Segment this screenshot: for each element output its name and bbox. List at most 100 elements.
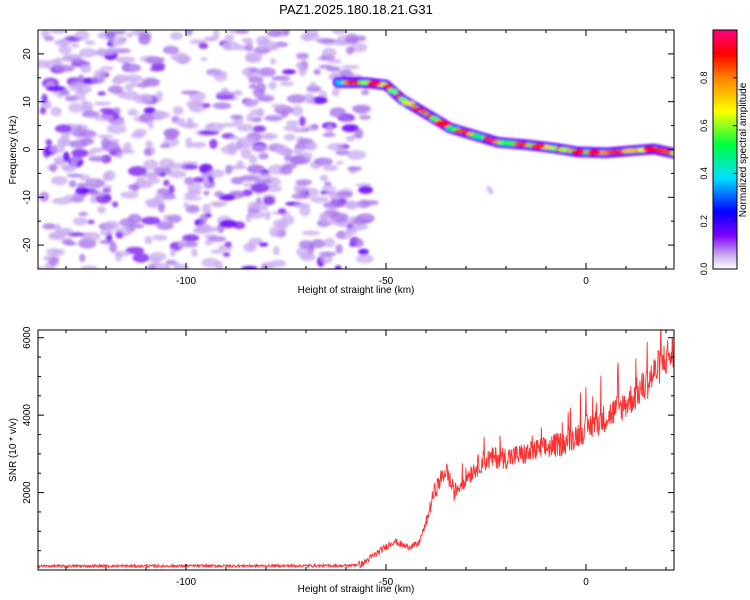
noise-blob [132, 253, 150, 263]
noise-blob [286, 120, 300, 126]
noise-blob [252, 125, 266, 133]
noise-blob [143, 107, 156, 114]
noise-blob [46, 85, 65, 92]
noise-blob [111, 30, 127, 35]
noise-blob [174, 263, 190, 269]
noise-blob [104, 170, 116, 181]
noise-blob [273, 219, 287, 228]
noise-blob [143, 148, 153, 157]
noise-blob [70, 58, 85, 64]
noise-blob [251, 144, 268, 153]
noise-blob [68, 180, 77, 188]
noise-blob [136, 82, 150, 88]
y-tick-label: -10 [22, 190, 33, 205]
noise-blob [66, 173, 83, 178]
noise-blob [235, 30, 250, 34]
noise-blob [79, 138, 94, 146]
noise-blob [62, 164, 77, 173]
noise-blob [84, 231, 101, 242]
noise-blob [296, 52, 309, 60]
noise-blob [270, 58, 276, 65]
noise-blob [187, 189, 201, 197]
spectrogram-plot-area [38, 30, 674, 269]
noise-blob [81, 110, 100, 118]
noise-blob [61, 227, 73, 236]
noise-blob [102, 194, 112, 201]
noise-blob [61, 238, 74, 246]
colorbar-tick-label: 0.4 [699, 167, 709, 180]
noise-blob [311, 96, 328, 105]
x-tick-label: 0 [583, 577, 589, 588]
noise-blob [282, 30, 290, 36]
noise-blob [254, 202, 269, 211]
noise-blob [202, 103, 211, 108]
noise-blob [224, 34, 235, 42]
noise-blob [248, 75, 264, 84]
noise-blob [329, 107, 346, 118]
noise-blob [42, 223, 57, 230]
noise-blob [108, 45, 117, 52]
noise-blob [251, 116, 262, 123]
x-tick-label: -50 [379, 276, 394, 287]
noise-blob [50, 106, 62, 117]
noise-blob [89, 195, 97, 204]
noise-blob [87, 219, 95, 225]
noise-blob [244, 44, 254, 52]
noise-blob [80, 63, 92, 74]
noise-blob [48, 257, 59, 266]
noise-blob [265, 134, 274, 139]
noise-blob [272, 246, 280, 256]
y-tick-label: 4000 [22, 404, 33, 427]
noise-blob [130, 223, 145, 229]
noise-blob [111, 201, 119, 208]
noise-blob [80, 265, 98, 269]
noise-blob [293, 183, 308, 194]
noise-blob [90, 75, 105, 84]
noise-blob [241, 67, 260, 77]
noise-blob [327, 143, 345, 151]
noise-blob [257, 172, 272, 181]
noise-blob [203, 190, 210, 196]
noise-blob [298, 240, 314, 249]
noise-blob [88, 155, 107, 162]
noise-blob [168, 184, 175, 194]
noise-blob [100, 66, 114, 71]
noise-blob [279, 81, 294, 87]
noise-blob [335, 150, 350, 156]
noise-blob [270, 103, 288, 109]
noise-blob [152, 234, 168, 241]
noise-blob [358, 248, 369, 256]
track-spot [429, 116, 440, 121]
noise-blob [124, 83, 134, 91]
noise-blob [193, 176, 205, 183]
colorbar: 0.0 0.2 0.4 0.6 0.8 Normalized spectral ampl… [699, 29, 749, 275]
snr-y-ticks: 2000 4000 6000 [22, 326, 674, 571]
noise-blob [245, 40, 253, 46]
noise-blob [230, 114, 244, 120]
signal-track [332, 77, 674, 159]
noise-blob [293, 147, 302, 155]
noise-blob [133, 128, 147, 136]
noise-blob [233, 89, 243, 96]
noise-blob [97, 134, 114, 139]
figure-title: PAZ1.2025.180.18.21.G31 [279, 2, 433, 17]
noise-blob [54, 124, 72, 133]
noise-blob [345, 46, 355, 55]
noise-blob [158, 194, 177, 201]
noise-blob [164, 129, 178, 141]
noise-blob [236, 160, 244, 168]
noise-blob [323, 237, 336, 248]
noise-blob [301, 230, 321, 236]
noise-blob [93, 114, 114, 122]
y-tick-label: 6000 [22, 326, 33, 349]
noise-blob [63, 151, 70, 162]
noise-blob [38, 191, 50, 202]
noise-blob [84, 40, 96, 46]
noise-blob [321, 185, 337, 191]
noise-blob [171, 52, 189, 62]
noise-blob [303, 34, 310, 42]
noise-blob [269, 226, 281, 238]
y-tick-label: 10 [22, 96, 33, 108]
noise-blob [321, 47, 337, 58]
